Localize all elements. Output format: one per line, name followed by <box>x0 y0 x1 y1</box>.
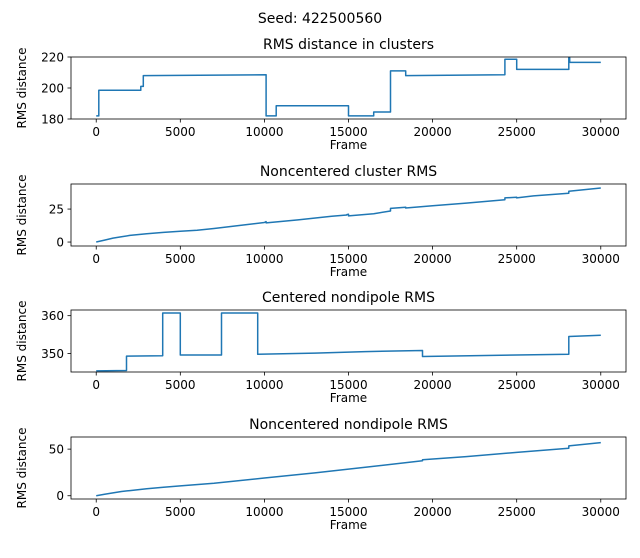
subplot-2: 0 5000 10000 15000 20000 25000 30000 0 25 Noncent… <box>15 164 627 279</box>
x-tick-label: 30000 <box>582 125 620 139</box>
x-axis-label: Frame <box>330 391 367 405</box>
x-tick-label: 20000 <box>413 252 451 266</box>
x-tick-label: 20000 <box>413 505 451 519</box>
series-line <box>96 57 601 117</box>
x-axis-label: Frame <box>330 138 367 152</box>
y-tick-label: 350 <box>41 347 64 361</box>
y-tick-label: 200 <box>41 82 64 96</box>
x-tick-label: 20000 <box>413 125 451 139</box>
plot-frame <box>70 436 627 500</box>
x-tick-label: 30000 <box>582 378 620 392</box>
x-tick-label: 15000 <box>329 505 367 519</box>
subplot-3: 0 5000 10000 15000 20000 25000 30000 350 360 Cent… <box>15 290 627 405</box>
y-tick-label: 180 <box>41 113 64 127</box>
y-tick-label: 360 <box>41 309 64 323</box>
x-tick-label: 5000 <box>165 252 196 266</box>
y-tick-label: 220 <box>41 51 64 65</box>
y-axis-label: RMS distance <box>15 175 29 256</box>
x-tick-label: 5000 <box>165 125 196 139</box>
x-tick-label: 0 <box>92 505 100 519</box>
subplot-title: RMS distance in clusters <box>263 37 434 53</box>
x-tick-label: 15000 <box>329 125 367 139</box>
x-tick-label: 25000 <box>498 505 536 519</box>
x-tick-label: 0 <box>92 378 100 392</box>
subplot-title: Centered nondipole RMS <box>262 290 435 306</box>
x-tick-label: 20000 <box>413 378 451 392</box>
x-tick-label: 0 <box>92 125 100 139</box>
x-tick-label: 10000 <box>245 125 283 139</box>
x-tick-label: 15000 <box>329 378 367 392</box>
y-tick-label: 0 <box>56 489 64 503</box>
x-tick-label: 25000 <box>498 378 536 392</box>
series-line <box>96 312 601 372</box>
x-tick-label: 5000 <box>165 505 196 519</box>
x-tick-label: 0 <box>92 252 100 266</box>
x-axis-label: Frame <box>330 518 367 532</box>
plot-frame <box>70 309 627 373</box>
y-axis-label: RMS distance <box>15 301 29 382</box>
y-tick-label: 0 <box>56 236 64 250</box>
x-tick-label: 30000 <box>582 252 620 266</box>
x-tick-label: 10000 <box>245 505 283 519</box>
y-axis-label: RMS distance <box>15 48 29 129</box>
y-tick-label: 25 <box>49 203 64 217</box>
x-tick-label: 10000 <box>245 252 283 266</box>
x-tick-label: 30000 <box>582 505 620 519</box>
series-line <box>96 441 601 497</box>
x-tick-label: 25000 <box>498 252 536 266</box>
x-tick-label: 25000 <box>498 125 536 139</box>
x-tick-label: 15000 <box>329 252 367 266</box>
x-tick-label: 5000 <box>165 378 196 392</box>
y-axis-label: RMS distance <box>15 428 29 509</box>
subplot-title: Noncentered nondipole RMS <box>249 417 448 433</box>
x-tick-label: 10000 <box>245 378 283 392</box>
subplot-1: 0 5000 10000 15000 20000 25000 30000 180 200 220 R… <box>15 37 627 152</box>
subplot-4: 0 5000 10000 15000 20000 25000 30000 0 50 Noncent… <box>15 417 627 532</box>
x-axis-label: Frame <box>330 265 367 279</box>
figure-suptitle: Seed: 422500560 <box>258 11 382 27</box>
series-line <box>96 187 601 243</box>
y-tick-label: 50 <box>49 443 64 457</box>
subplot-title: Noncentered cluster RMS <box>260 164 437 180</box>
